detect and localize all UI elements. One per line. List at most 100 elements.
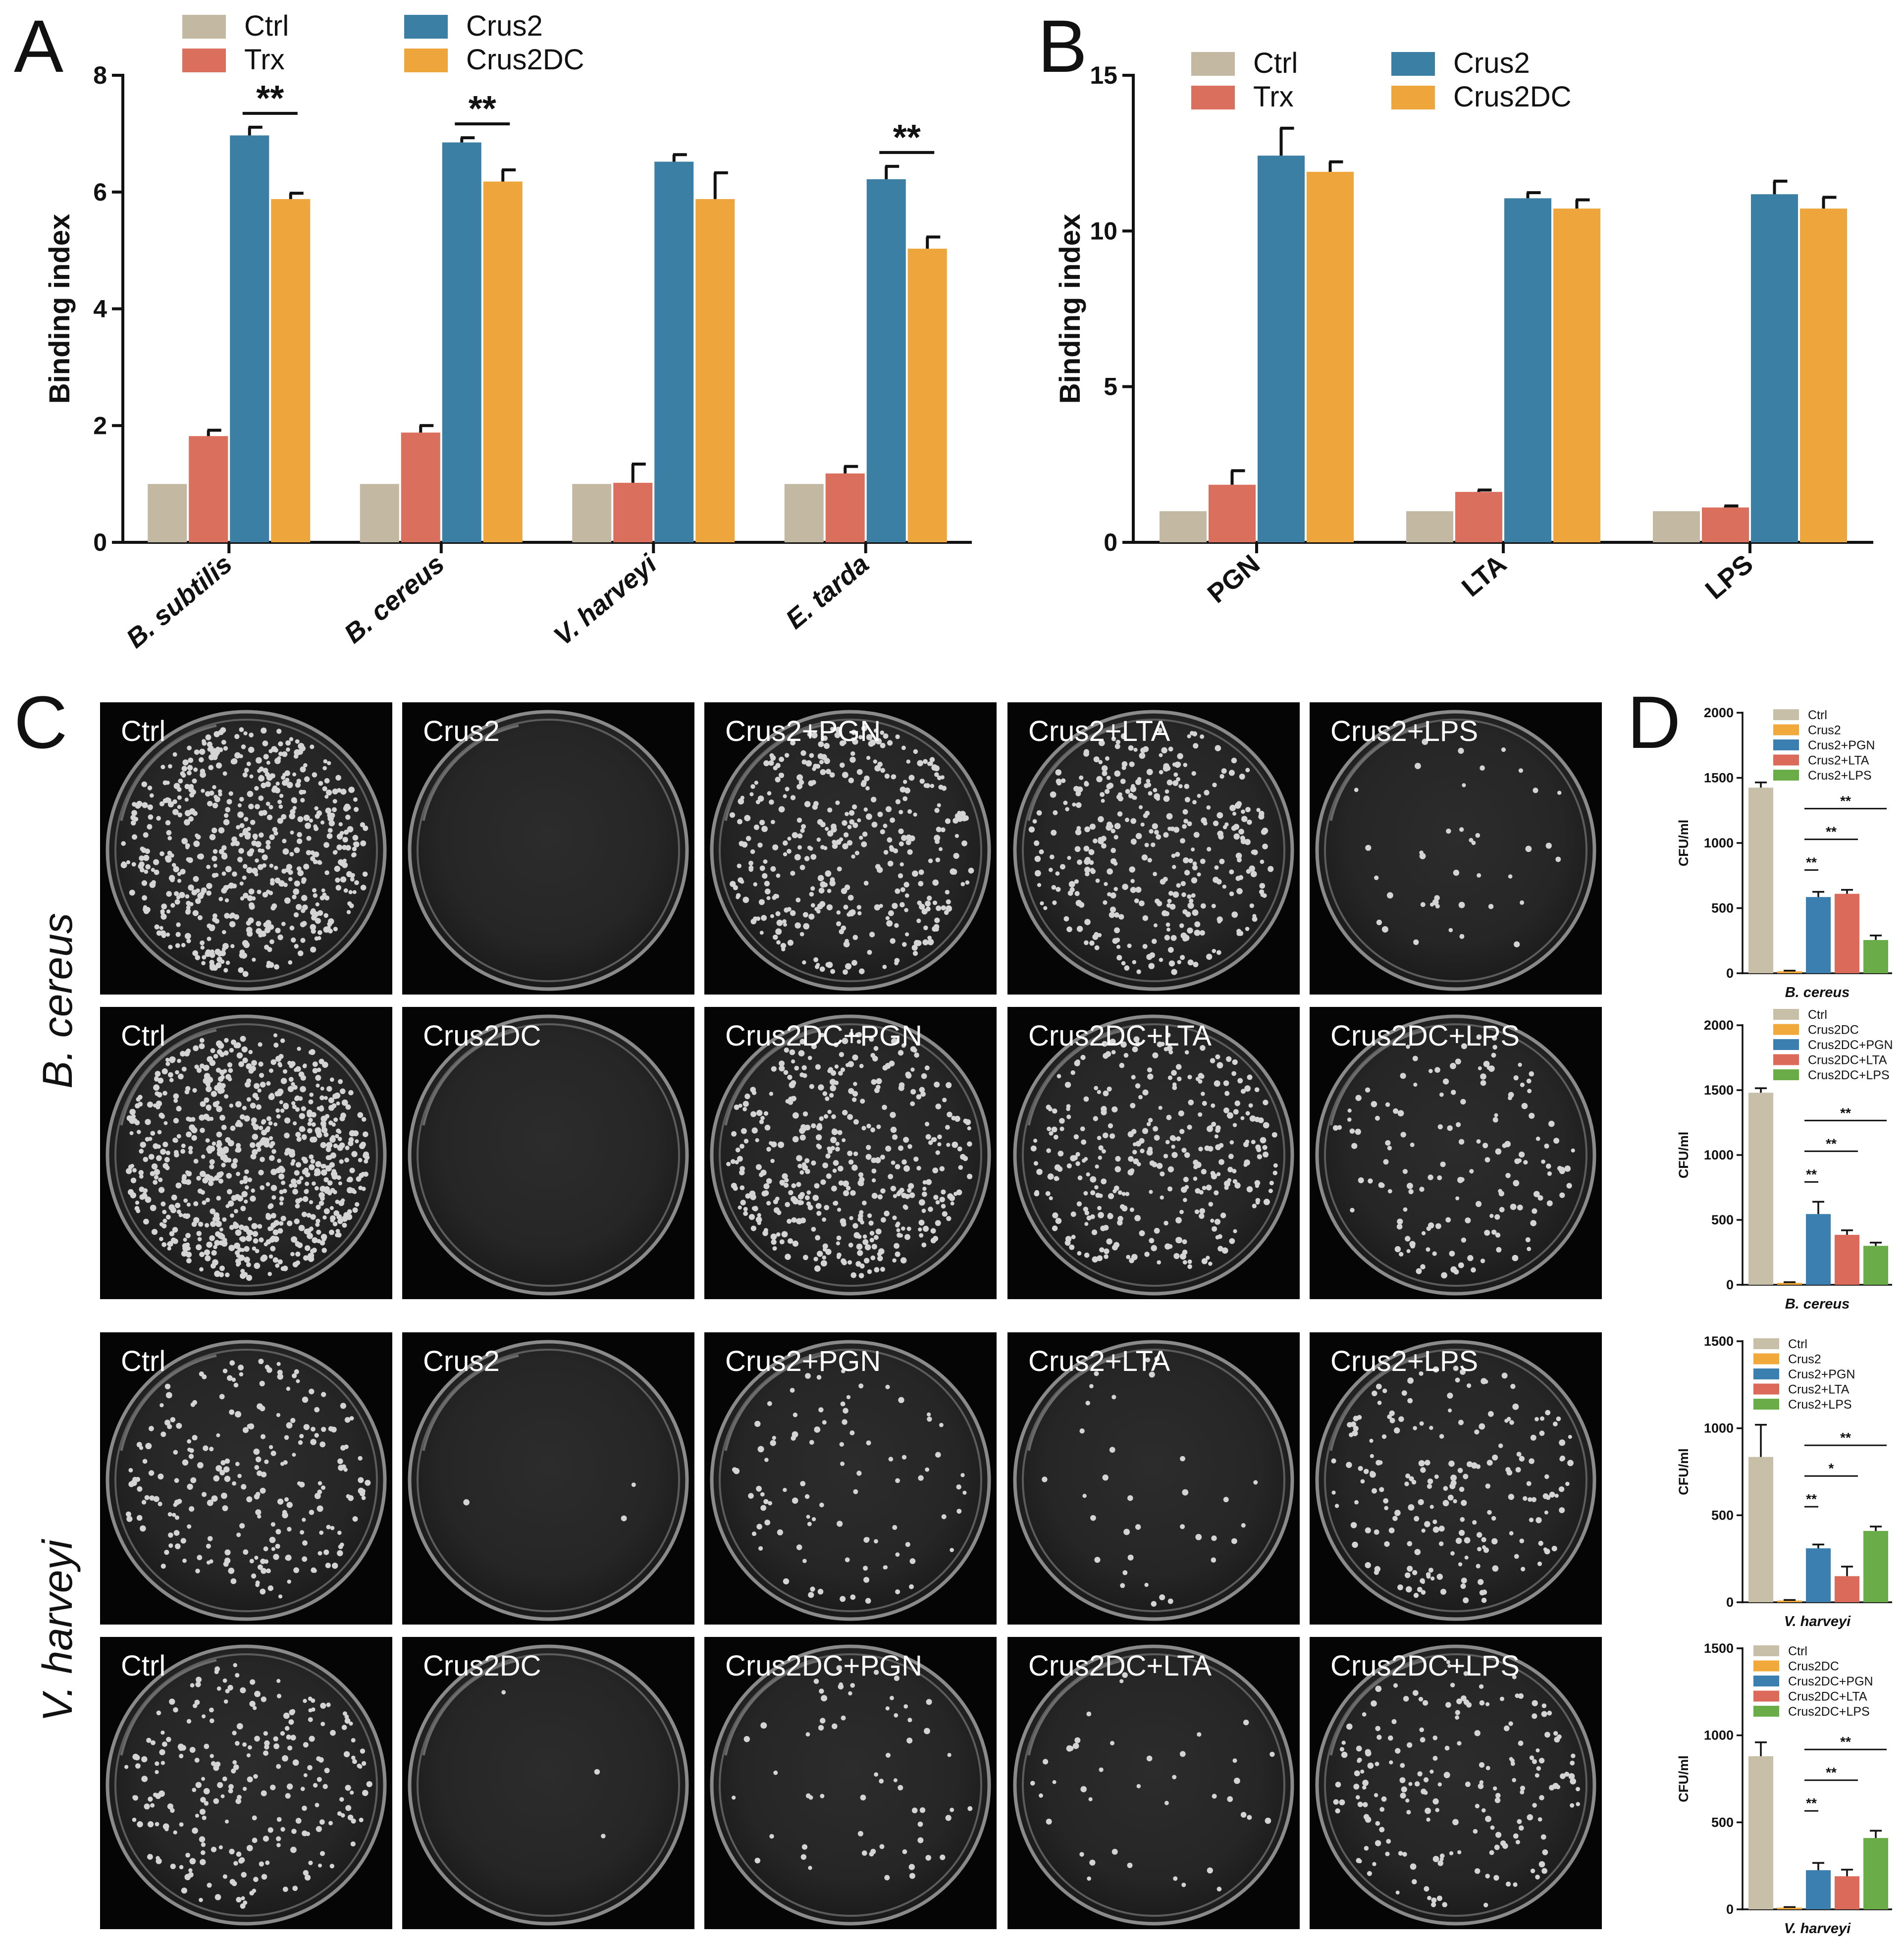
colony bbox=[254, 1556, 259, 1560]
colony bbox=[853, 1489, 858, 1494]
colony bbox=[1144, 1252, 1150, 1257]
colony bbox=[820, 881, 827, 888]
colony bbox=[240, 1248, 245, 1252]
colony bbox=[1436, 1895, 1442, 1901]
colony bbox=[1493, 1118, 1498, 1123]
colony bbox=[309, 1226, 314, 1231]
colony bbox=[821, 1695, 828, 1702]
colony bbox=[1103, 1090, 1109, 1097]
colony bbox=[314, 1493, 321, 1499]
colony bbox=[1216, 1172, 1221, 1176]
colony bbox=[236, 1532, 241, 1537]
colony bbox=[278, 1594, 283, 1599]
colony bbox=[1206, 1184, 1212, 1191]
colony bbox=[954, 834, 959, 838]
colony bbox=[235, 1673, 240, 1678]
colony bbox=[951, 1115, 956, 1121]
colony bbox=[200, 768, 206, 774]
colony bbox=[322, 1784, 328, 1789]
colony bbox=[246, 761, 251, 766]
dish-reflection bbox=[724, 1354, 821, 1451]
colony bbox=[208, 1175, 214, 1182]
colony bbox=[243, 864, 248, 869]
dish-reflection bbox=[1027, 724, 1124, 821]
colony bbox=[147, 786, 153, 790]
colony bbox=[147, 1854, 153, 1860]
colony bbox=[334, 1092, 341, 1099]
colony bbox=[874, 1539, 878, 1544]
colony bbox=[287, 1579, 291, 1584]
colony bbox=[1449, 1483, 1456, 1489]
colony bbox=[1408, 1782, 1413, 1786]
colony bbox=[1491, 1538, 1498, 1545]
colony bbox=[787, 1218, 792, 1224]
colony bbox=[1412, 1570, 1418, 1576]
legend-label-crus2-pgn: Crus2+PGN bbox=[1808, 738, 1875, 752]
colony bbox=[963, 1118, 968, 1124]
colony bbox=[345, 1146, 350, 1151]
colony bbox=[1153, 872, 1158, 876]
colony bbox=[873, 1670, 879, 1675]
colony bbox=[1093, 756, 1100, 763]
colony bbox=[1358, 1466, 1363, 1471]
colony bbox=[263, 768, 268, 774]
colony bbox=[280, 1827, 285, 1832]
colony bbox=[1175, 1217, 1182, 1224]
legend-swatch-crus2dc bbox=[404, 49, 448, 72]
colony bbox=[272, 1229, 279, 1236]
colony bbox=[1516, 1452, 1522, 1457]
colony bbox=[934, 835, 941, 841]
colony bbox=[242, 1105, 247, 1110]
colony bbox=[1458, 1262, 1464, 1268]
colony bbox=[843, 832, 849, 838]
colony bbox=[1146, 769, 1153, 776]
colony bbox=[1249, 903, 1254, 908]
colony bbox=[269, 863, 273, 868]
colony bbox=[303, 1699, 307, 1703]
colony bbox=[1394, 1246, 1401, 1253]
colony bbox=[901, 1159, 907, 1165]
colony bbox=[1418, 1460, 1425, 1467]
colony bbox=[1241, 809, 1245, 814]
colony bbox=[1375, 1726, 1380, 1732]
colony bbox=[352, 835, 359, 841]
colony bbox=[358, 1477, 364, 1483]
legend-label-ctrl: Ctrl bbox=[1808, 1008, 1827, 1022]
colony bbox=[1056, 779, 1061, 785]
colony bbox=[1084, 826, 1091, 833]
colony bbox=[1066, 926, 1072, 933]
colony bbox=[927, 936, 932, 940]
colony bbox=[253, 1706, 257, 1710]
colony bbox=[1410, 1863, 1417, 1870]
plate-label: Crus2+LPS bbox=[1330, 715, 1478, 747]
colony bbox=[846, 1186, 851, 1191]
colony bbox=[1395, 1891, 1400, 1895]
colony bbox=[244, 1169, 249, 1174]
colony bbox=[1424, 1886, 1429, 1892]
colony bbox=[892, 1258, 897, 1263]
colony bbox=[1485, 1702, 1490, 1706]
colony bbox=[301, 877, 307, 883]
colony bbox=[736, 895, 740, 899]
colony bbox=[267, 1271, 272, 1276]
colony bbox=[125, 1511, 131, 1517]
colony bbox=[899, 902, 905, 907]
colony bbox=[839, 1052, 845, 1057]
colony bbox=[1171, 1152, 1178, 1158]
colony bbox=[1043, 1759, 1049, 1765]
colony bbox=[144, 869, 149, 874]
y-tick-label: 8 bbox=[93, 61, 107, 89]
colony bbox=[1341, 1751, 1348, 1758]
colony-cluster bbox=[1030, 1033, 1278, 1269]
colony bbox=[150, 1131, 156, 1136]
colony bbox=[769, 799, 774, 805]
colony bbox=[151, 1163, 158, 1170]
colony bbox=[1194, 921, 1201, 928]
colony bbox=[1363, 1802, 1368, 1807]
colony bbox=[1385, 1851, 1390, 1856]
colony bbox=[207, 1536, 213, 1541]
colony bbox=[799, 932, 804, 937]
colony bbox=[1237, 1078, 1243, 1084]
colony bbox=[885, 1063, 891, 1069]
colony bbox=[750, 1225, 756, 1231]
